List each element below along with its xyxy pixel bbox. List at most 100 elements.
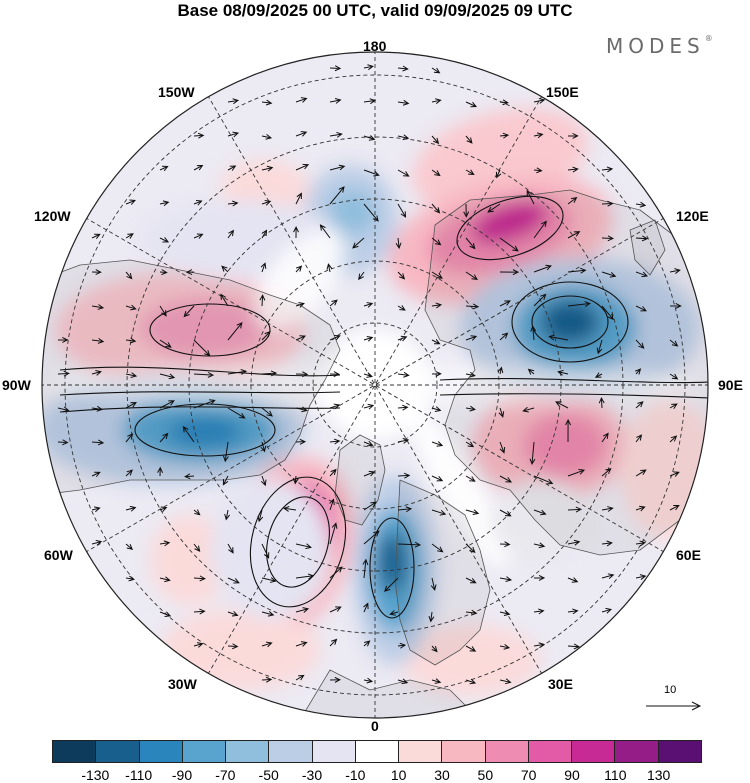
wind-arrow: [389, 610, 399, 616]
wind-arrow: [363, 470, 376, 477]
wind-arrow: [499, 441, 506, 454]
wind-arrow: [125, 271, 133, 280]
colorbar-swatch: [312, 741, 356, 762]
wind-arrow: [465, 509, 480, 516]
wind-arrow: [635, 201, 647, 208]
wind-arrow: [635, 339, 645, 349]
wind-arrow: [183, 305, 195, 318]
wind-arrow: [567, 643, 581, 650]
colorbar-tick-label: -10: [345, 767, 366, 783]
wind-arrow: [431, 67, 441, 74]
lon-label-90e: 90E: [718, 377, 743, 393]
japan-outline: [629, 219, 666, 276]
wind-arrow: [91, 439, 105, 446]
wind-arrow: [295, 163, 310, 171]
wind-vectors: [57, 64, 682, 685]
wind-arrow: [465, 271, 478, 281]
colorbar-swatch: [53, 741, 97, 762]
colorbar-tick-label: -70: [215, 767, 236, 783]
wind-arrow: [533, 608, 545, 615]
wind-arrow: [157, 466, 164, 477]
wind-arrow: [601, 506, 614, 512]
wind-arrow: [295, 302, 305, 308]
colorbar-swatch: [528, 741, 573, 762]
wind-arrow: [397, 506, 413, 513]
wind-arrow: [227, 577, 240, 584]
wind-arrow: [260, 441, 267, 453]
wind-arrow: [669, 471, 680, 477]
wind-arrow: [397, 371, 410, 378]
wind-arrow: [397, 472, 411, 479]
wind-arrow: [125, 505, 137, 512]
registered-mark: ®: [704, 34, 713, 43]
wind-arrow: [184, 473, 195, 480]
lon-label-90w: 90W: [2, 377, 31, 393]
wind-arrow: [431, 678, 442, 684]
colorbar-swatch: [355, 741, 400, 762]
wind-arrow: [363, 169, 380, 177]
wind-arrow: [363, 677, 374, 684]
lon-label-30w: 30W: [168, 676, 197, 692]
wind-arrow: [159, 506, 168, 513]
wind-arrow: [159, 200, 170, 207]
wind-arrow: [465, 609, 478, 616]
wind-arrow: [329, 606, 342, 613]
vector-scale-label: 10: [664, 684, 677, 696]
wind-arrow: [319, 224, 331, 239]
wind-arrow: [397, 99, 410, 106]
wind-arrow: [431, 645, 438, 653]
lon-label-30e: 30E: [548, 676, 573, 692]
wind-arrow: [431, 338, 441, 345]
colorbar-swatch: [182, 741, 227, 762]
wind-arrow: [397, 541, 422, 548]
wind-arrow: [91, 337, 105, 344]
colorbar-swatch: [485, 741, 529, 762]
wind-arrow: [125, 304, 137, 311]
wind-arrow: [499, 475, 512, 483]
wind-arrow: [159, 339, 172, 348]
wind-arrow: [431, 370, 442, 377]
wind-arrow: [193, 543, 201, 553]
wind-arrow: [329, 65, 342, 72]
asia-outline: [424, 189, 708, 556]
wind-arrow: [567, 539, 581, 546]
colorbar-swatch: [572, 741, 616, 762]
wind-arrow: [465, 303, 480, 310]
wind-arrow: [635, 305, 647, 312]
wind-arrow: [125, 433, 134, 443]
wind-arrow: [329, 522, 338, 545]
wind-arrow: [465, 169, 475, 175]
wind-arrow: [261, 610, 275, 617]
wind-arrow: [567, 577, 579, 583]
wind-arrow: [431, 406, 442, 412]
wind-arrow: [227, 407, 246, 419]
wind-arrow: [601, 166, 614, 173]
wind-arrow: [601, 200, 614, 207]
wind-arrow: [397, 335, 408, 342]
wind-arrow: [159, 269, 168, 276]
wind-arrow: [533, 475, 554, 485]
modes-logo: MODES®: [606, 34, 713, 58]
lon-label-150w: 150W: [158, 84, 195, 100]
wind-arrow: [465, 543, 476, 554]
wind-arrow: [329, 97, 342, 104]
wind-arrow: [295, 265, 303, 273]
wind-arrow: [125, 575, 135, 582]
wind-arrow: [522, 406, 535, 413]
wind-arrow: [329, 438, 341, 445]
wind-arrow: [384, 577, 399, 592]
colorbar-swatch: [96, 741, 140, 762]
wind-arrow: [91, 405, 104, 412]
wind-arrow: [363, 64, 374, 71]
wind-arrow: [363, 530, 380, 545]
wind-arrow: [533, 293, 547, 307]
wind-arrow: [261, 577, 277, 583]
wind-arrow: [326, 263, 333, 273]
wind-arrow: [261, 99, 273, 106]
wind-arrow: [292, 475, 299, 485]
wind-arrow: [222, 441, 229, 463]
wind-arrow: [125, 372, 138, 378]
wind-arrow: [397, 65, 409, 72]
wind-arrow: [329, 186, 345, 205]
wind-arrow: [598, 396, 605, 409]
